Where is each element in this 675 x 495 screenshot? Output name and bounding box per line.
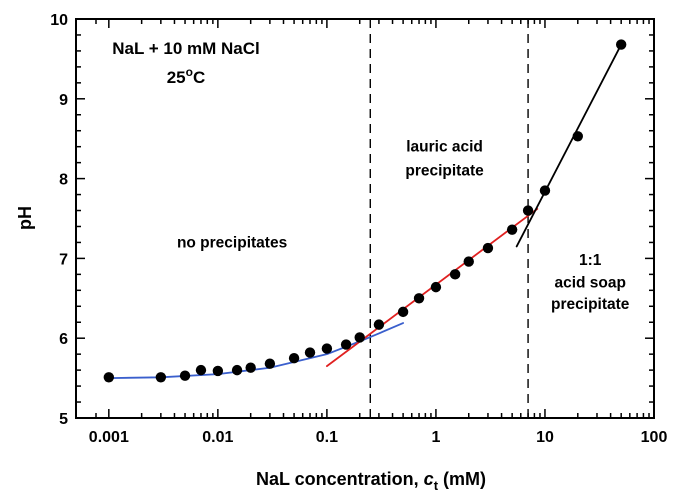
data-point (212, 365, 224, 377)
y-tick-label: 10 (50, 12, 68, 29)
y-axis-title: pH (15, 206, 35, 230)
data-point (463, 256, 474, 267)
data-point (430, 281, 442, 293)
data-point (321, 343, 333, 354)
x-tick-label: 10 (536, 429, 554, 446)
data-point (413, 293, 425, 304)
y-tick-label: 6 (59, 331, 68, 348)
chart-points-layer (103, 39, 627, 383)
data-point (103, 372, 115, 383)
data-point (231, 364, 243, 376)
x-tick-label: 1 (431, 429, 440, 446)
tick-labels-layer: 0.001 0.01 0.1 1 10 100 5 6 7 8 9 10 (50, 12, 667, 446)
data-point (288, 352, 300, 364)
x-axis-title: NaL concentration, ct (mM) (256, 469, 486, 493)
data-point (373, 319, 385, 330)
data-point (539, 185, 551, 196)
data-point (615, 39, 627, 50)
y-tick-label: 7 (59, 251, 68, 268)
fit-line-3 (515, 43, 623, 248)
x-tick-label: 0.01 (202, 429, 233, 446)
data-point (245, 362, 256, 373)
y-tick-label: 8 (59, 172, 68, 189)
plot-frame (75, 18, 655, 419)
legend-text-line1: NaL + 10 mM NaCl (112, 39, 260, 58)
data-point (195, 364, 207, 376)
data-point (506, 224, 518, 235)
x-tick-label: 100 (641, 429, 668, 446)
data-point (264, 358, 276, 369)
annotation-lauric-acid-precipitate: precipitate (405, 163, 484, 180)
data-point (572, 131, 583, 142)
axis-ticks-layer (76, 18, 655, 419)
data-point (179, 370, 191, 381)
data-point (354, 332, 365, 343)
fit-line-1 (107, 322, 405, 380)
annotation-no-precipitates: no precipitates (177, 234, 287, 251)
annotation-acid-soap-precipitate: precipitate (551, 296, 630, 313)
y-tick-label: 5 (59, 411, 68, 428)
data-point (397, 306, 409, 318)
data-point (304, 347, 316, 358)
annotation-acid-soap-precipitate: 1:1 (579, 252, 602, 269)
annotation-acid-soap-precipitate: acid soap (554, 274, 626, 291)
data-point (155, 372, 167, 383)
data-point (340, 339, 352, 350)
data-point (482, 242, 494, 254)
x-tick-label: 0.1 (316, 429, 338, 446)
y-tick-label: 9 (59, 92, 68, 109)
annotation-lauric-acid-precipitate: lauric acid (406, 139, 483, 156)
data-point (449, 269, 461, 280)
annotations-layer: no precipitates lauric acid precipitate 1:1… (177, 139, 630, 313)
legend-text-line2: 25oC (167, 65, 206, 87)
x-tick-label: 0.001 (89, 429, 129, 446)
data-point (522, 205, 534, 216)
